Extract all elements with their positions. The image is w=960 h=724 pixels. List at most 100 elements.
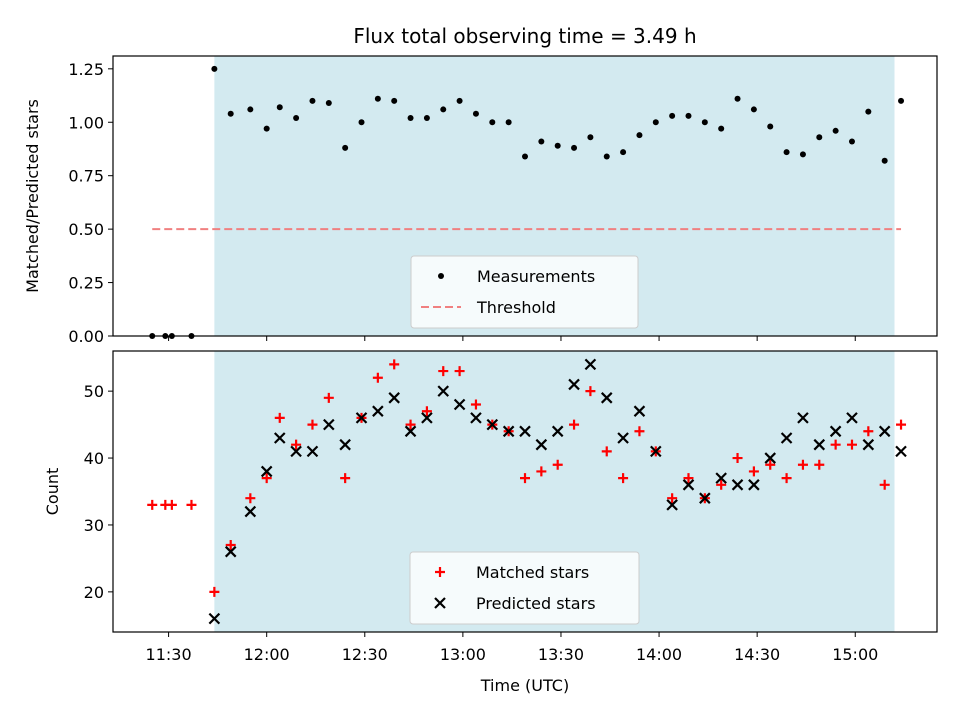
y-axis-label: Count	[43, 468, 62, 516]
predicted-point	[421, 412, 433, 424]
predicted-point	[260, 465, 273, 478]
matched-point	[389, 359, 400, 370]
predicted-point	[715, 472, 727, 484]
y-tick-label: 0.00	[68, 327, 104, 346]
matched-point	[683, 473, 694, 484]
matched-point	[667, 493, 678, 504]
measurement-point	[293, 114, 300, 121]
measurement-point	[342, 144, 349, 151]
measurement-point	[309, 97, 316, 104]
x-axis-label: Time (UTC)	[480, 676, 569, 695]
matched-point	[863, 426, 874, 437]
predicted-point	[208, 612, 221, 625]
y-tick-label: 0.25	[68, 274, 104, 293]
matched-point	[405, 419, 416, 430]
matched-point	[846, 439, 857, 450]
matched-point	[274, 412, 285, 423]
matched-point	[323, 392, 334, 403]
x-tick-label: 13:00	[440, 645, 486, 664]
x-tick-label: 11:30	[146, 645, 192, 664]
matched-point	[291, 439, 302, 450]
y-tick-label: 0.50	[68, 220, 104, 239]
matched-point	[225, 540, 236, 551]
y-tick-label: 50	[84, 382, 104, 401]
matched-point	[797, 459, 808, 470]
y-tick-label: 30	[84, 516, 104, 535]
predicted-point	[306, 445, 319, 458]
predicted-point	[290, 445, 302, 458]
predicted-point	[470, 412, 482, 424]
axes-frame	[112, 350, 938, 633]
measurement-point	[227, 110, 234, 117]
matched-point	[896, 419, 907, 430]
predicted-point	[453, 398, 466, 411]
predicted-point	[372, 405, 384, 417]
measurement-point	[865, 108, 872, 115]
measurement-point	[391, 97, 398, 104]
legend-box	[410, 255, 639, 329]
predicted-point	[535, 438, 548, 451]
measurement-point	[832, 127, 839, 134]
y-tick-label: 20	[84, 583, 104, 602]
predicted-point	[486, 418, 499, 431]
matched-point	[716, 479, 727, 490]
predicted-point	[519, 425, 531, 438]
y-tick-label: 0.75	[68, 167, 104, 186]
matched-point	[569, 419, 580, 430]
measurement-point	[685, 112, 692, 119]
predicted-point	[829, 425, 842, 438]
matched-point	[245, 493, 256, 504]
y-tick-label: 1.25	[68, 60, 104, 79]
matched-point	[814, 459, 825, 470]
legend-label: Matched stars	[476, 563, 589, 582]
measurement-point	[554, 142, 561, 149]
matched-point	[421, 406, 432, 417]
predicted-point	[780, 432, 793, 444]
measurement-point	[538, 138, 545, 145]
predicted-point	[650, 445, 662, 458]
measurement-point	[440, 106, 447, 113]
measurement-point	[816, 134, 823, 141]
measurement-point	[456, 97, 463, 104]
measurement-point	[571, 144, 578, 151]
legend-label: Predicted stars	[476, 594, 596, 613]
measurement-point	[767, 123, 774, 130]
measurement-point	[489, 119, 496, 126]
y-tick-label: 40	[84, 449, 104, 468]
measurement-point	[407, 114, 414, 121]
matched-point	[601, 446, 612, 457]
measurement-point	[276, 104, 283, 111]
matched-point	[634, 426, 645, 437]
measurement-point	[848, 138, 855, 145]
measurement-point	[652, 119, 659, 126]
matched-point	[186, 499, 197, 510]
measurement-point	[211, 65, 218, 72]
predicted-point	[797, 412, 809, 424]
predicted-point	[551, 425, 564, 438]
matched-point	[470, 399, 481, 410]
legend-label: Measurements	[477, 267, 595, 286]
matched-point	[520, 473, 530, 484]
matched-point	[585, 386, 596, 397]
predicted-point	[502, 425, 515, 438]
legend-handle-predicted	[434, 597, 446, 609]
measurement-point	[587, 134, 594, 141]
matched-point	[765, 459, 776, 470]
predicted-point	[813, 438, 826, 451]
measurement-point	[881, 157, 888, 164]
predicted-point	[633, 405, 646, 417]
y-tick-label: 1.00	[68, 113, 104, 132]
chart-title: Flux total observing time = 3.49 h	[353, 24, 696, 48]
measurement-point	[505, 119, 512, 126]
matched-point	[147, 499, 158, 510]
x-tick-label: 14:30	[734, 645, 780, 664]
predicted-point	[666, 499, 678, 511]
measurement-point	[603, 153, 610, 160]
matched-point	[166, 499, 177, 510]
axes-frame	[112, 55, 938, 337]
matched-point	[552, 459, 563, 470]
matched-point	[830, 439, 841, 450]
measurement-point	[423, 114, 430, 121]
matched-point	[454, 366, 465, 377]
